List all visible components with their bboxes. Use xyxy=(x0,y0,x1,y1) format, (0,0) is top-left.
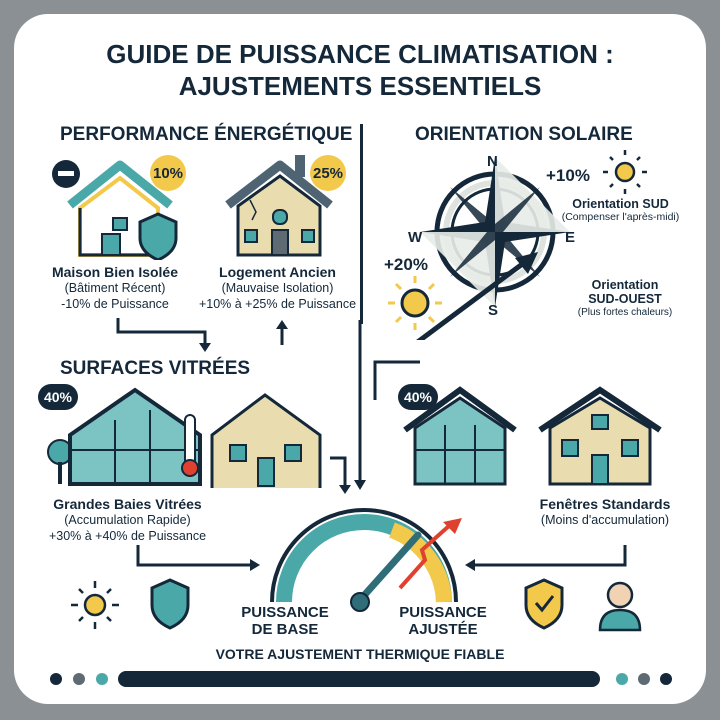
window-houses xyxy=(47,386,662,488)
adj1: PUISSANCE xyxy=(399,604,487,621)
dot xyxy=(96,673,108,685)
adj2: AJUSTÉE xyxy=(408,621,478,638)
bottom-bar xyxy=(118,671,600,687)
shield-icon xyxy=(150,578,190,630)
sun-icon xyxy=(603,150,647,194)
arrow-sud-ouest xyxy=(416,259,527,340)
effect: +10% à +25% de Puissance xyxy=(198,297,357,311)
sub: (Compenser l'après-midi) xyxy=(561,211,680,223)
standard-house-icon xyxy=(403,386,662,486)
name: Grandes Baies Vitrées xyxy=(53,496,202,512)
name1: Orientation xyxy=(591,278,659,292)
badge-40-right: 40% xyxy=(398,384,438,410)
base2: DE BASE xyxy=(251,621,319,638)
orientation-graphics xyxy=(388,150,647,340)
section-divider xyxy=(360,124,363,324)
badge-10: 10% xyxy=(150,155,186,191)
sun-icon xyxy=(71,581,119,629)
effect: +30% à +40% de Puissance xyxy=(48,529,207,543)
glass-house-icon xyxy=(47,387,322,488)
dot xyxy=(73,673,85,685)
dot xyxy=(616,673,628,685)
pct-sud: +10% xyxy=(546,166,590,185)
compass-icon xyxy=(420,157,570,307)
compass-n: N xyxy=(487,153,498,170)
dot xyxy=(50,673,62,685)
name: Maison Bien Isolée xyxy=(51,264,179,280)
sub: (Moins d'accumulation) xyxy=(540,513,670,527)
name: Logement Ancien xyxy=(219,264,336,280)
badge-25: 25% xyxy=(310,155,346,191)
label-puissance-base: PUISSANCE DE BASE xyxy=(235,604,335,638)
name: Orientation SUD xyxy=(572,197,669,211)
shield-check-icon xyxy=(524,578,564,630)
vitrees-heading: SURFACES VITRÉES xyxy=(60,358,251,379)
performance-heading: PERFORMANCE ÉNERGÉTIQUE xyxy=(60,124,353,145)
pct-sud-ouest: +20% xyxy=(384,255,428,274)
base1: PUISSANCE xyxy=(241,604,329,621)
orientation-heading: ORIENTATION SOLAIRE xyxy=(415,124,633,145)
gauge-needle xyxy=(356,531,422,604)
user-icon xyxy=(598,581,642,632)
name2: SUD-OUEST xyxy=(588,292,662,306)
red-trend-arrow xyxy=(398,523,452,590)
badge-40-left: 40% xyxy=(38,384,78,410)
name: Fenêtres Standards xyxy=(539,496,671,512)
title-line-2: AJUSTEMENTS ESSENTIELS xyxy=(178,71,542,101)
old-house-icon xyxy=(225,155,333,257)
house-icons xyxy=(52,155,333,260)
dot xyxy=(638,673,650,685)
effect: -10% de Puissance xyxy=(61,297,169,311)
title-line-1: GUIDE DE PUISSANCE CLIMATISATION : xyxy=(106,39,614,69)
sub: (Mauvaise Isolation) xyxy=(221,281,334,295)
sub: (Accumulation Rapide) xyxy=(64,513,191,527)
gauge xyxy=(71,508,642,632)
label-sud: Orientation SUD (Compenser l'après-midi) xyxy=(548,198,693,224)
label-puissance-ajustee: PUISSANCE AJUSTÉE xyxy=(393,604,493,638)
label-logement-ancien: Logement Ancien (Mauvaise Isolation) +10… xyxy=(195,264,360,312)
compass-e: E xyxy=(565,229,576,246)
compass-s: S xyxy=(488,302,499,319)
sub: (Plus fortes chaleurs) xyxy=(577,307,673,318)
footer-tagline: VOTRE AJUSTEMENT THERMIQUE FIABLE xyxy=(215,646,505,662)
label-sud-ouest: Orientation SUD-OUEST (Plus fortes chale… xyxy=(570,278,680,320)
label-maison-isolee: Maison Bien Isolée (Bâtiment Récent) -10… xyxy=(40,264,190,312)
sub: (Bâtiment Récent) xyxy=(64,281,166,295)
label-fenetres-standards: Fenêtres Standards (Moins d'accumulation… xyxy=(530,496,680,528)
dot xyxy=(660,673,672,685)
label-baies-vitrees: Grandes Baies Vitrées (Accumulation Rapi… xyxy=(40,496,215,544)
sun-icon xyxy=(388,276,442,330)
compass-w: W xyxy=(408,229,423,246)
insulated-house-icon xyxy=(52,160,178,260)
